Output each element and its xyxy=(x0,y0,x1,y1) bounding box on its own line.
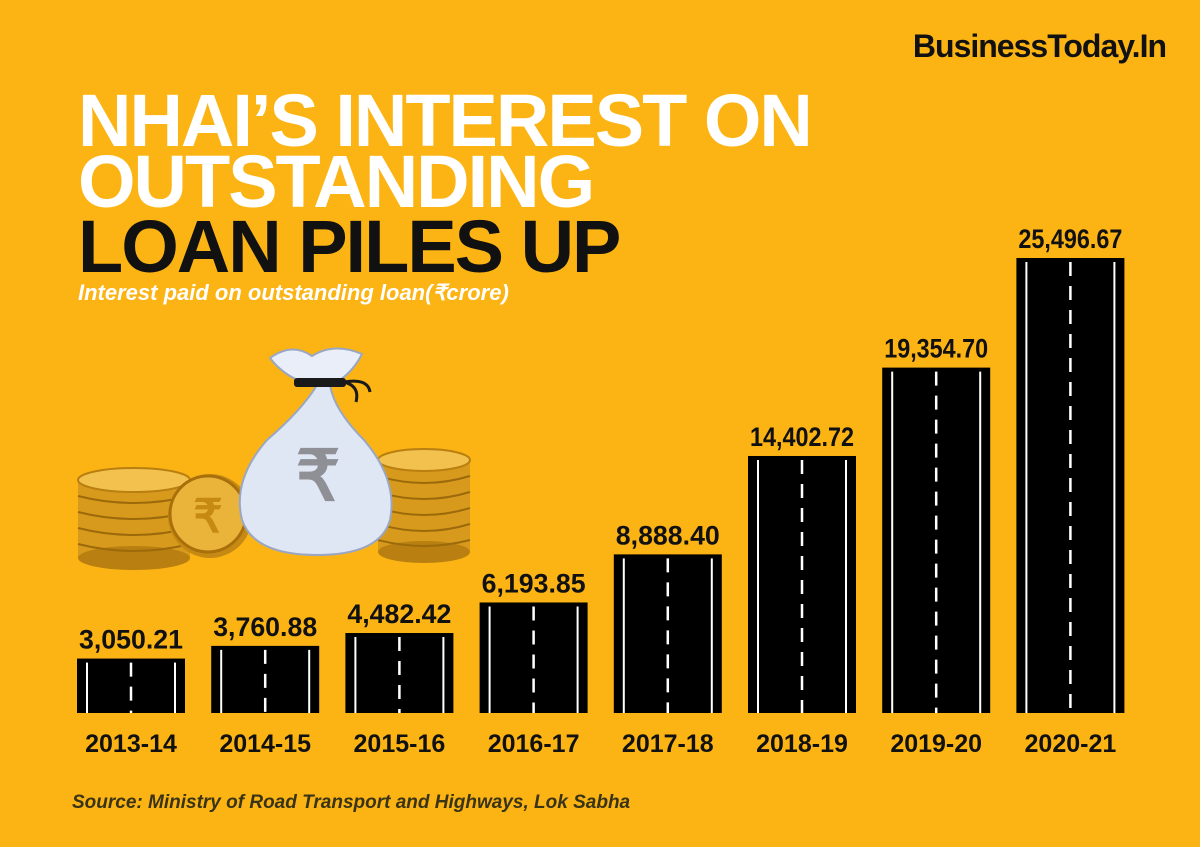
x-tick-label: 2014-15 xyxy=(219,730,311,758)
x-tick-label: 2013-14 xyxy=(85,730,177,758)
x-tick-label: 2020-21 xyxy=(1025,730,1117,758)
x-tick-label: 2018-19 xyxy=(756,730,848,758)
bar-value-label: 3,760.88 xyxy=(213,612,317,642)
source-note: Source: Ministry of Road Transport and H… xyxy=(72,792,631,813)
bar-value-label: 6,193.85 xyxy=(482,568,586,598)
x-tick-label: 2017-18 xyxy=(622,730,714,758)
bar-value-label: 3,050.21 xyxy=(79,625,183,655)
bar-series: 3,050.21 2013-14 3,760.88 2014-15 4,482.42 20… xyxy=(77,224,1125,758)
title-line-3: LOAN PILES UP xyxy=(78,205,621,288)
bar-value-label: 19,354.70 xyxy=(884,334,988,364)
bar-value-label: 8,888.40 xyxy=(616,520,720,550)
x-tick-label: 2019-20 xyxy=(890,730,982,758)
x-tick-label: 2015-16 xyxy=(354,730,446,758)
money-illustration: ₹ ₹ xyxy=(77,347,471,570)
coin-stack-icon xyxy=(377,448,471,563)
bag-rupee-symbol: ₹ xyxy=(296,437,341,515)
bar-value-label: 14,402.72 xyxy=(750,422,854,452)
brand-logo: BusinessToday.In xyxy=(912,28,1167,64)
title-line-2: OUTSTANDING xyxy=(78,140,595,223)
x-tick-label: 2016-17 xyxy=(488,730,580,758)
money-bag-icon: ₹ xyxy=(238,347,393,557)
coin-rupee-symbol: ₹ xyxy=(193,490,222,542)
title-line-1: NHAI’S INTEREST ON xyxy=(78,79,813,162)
bar-value-label: 25,496.67 xyxy=(1018,224,1122,254)
bar-value-label: 4,482.42 xyxy=(347,599,451,629)
chart-subtitle: Interest paid on outstanding loan(₹crore… xyxy=(78,280,509,305)
